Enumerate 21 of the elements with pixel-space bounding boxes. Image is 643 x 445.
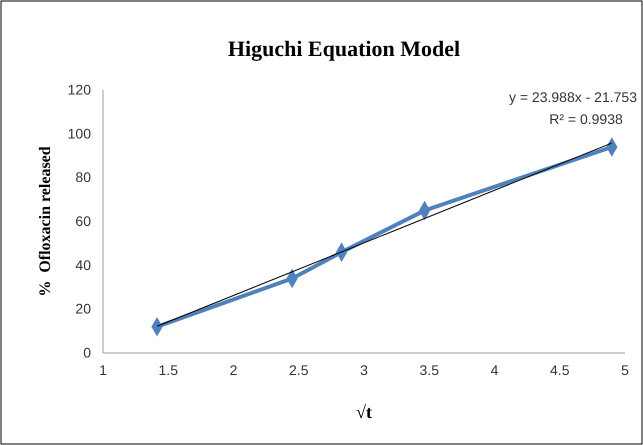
x-tick-label: 1.5: [158, 362, 178, 378]
x-axis-title: √t: [356, 402, 372, 422]
y-tick-label: 20: [75, 300, 92, 317]
x-tick-label: 3.5: [420, 362, 440, 378]
x-tick-label: 4: [490, 362, 499, 378]
x-tick-label: 3: [360, 362, 368, 378]
y-axis-title: % Ofloxacin released: [37, 146, 54, 297]
annotation: R² = 0.9938: [549, 111, 623, 127]
chart-title: Higuchi Equation Model: [228, 36, 460, 61]
y-tick-label: 100: [68, 125, 92, 142]
y-tick-label: 120: [68, 81, 92, 98]
x-tick-label: 5: [621, 362, 630, 378]
y-tick-label: 40: [75, 256, 92, 273]
annotation: y = 23.988x - 21.753: [508, 89, 638, 105]
y-tick-label: 80: [75, 169, 92, 186]
x-tick-label: 2: [230, 362, 238, 378]
x-tick-label: 1: [99, 362, 108, 378]
x-tick-label: 2.5: [289, 362, 309, 378]
y-tick-label: 0: [83, 344, 92, 360]
x-tick-label: 4.5: [550, 362, 570, 378]
y-tick-label: 60: [75, 212, 92, 229]
